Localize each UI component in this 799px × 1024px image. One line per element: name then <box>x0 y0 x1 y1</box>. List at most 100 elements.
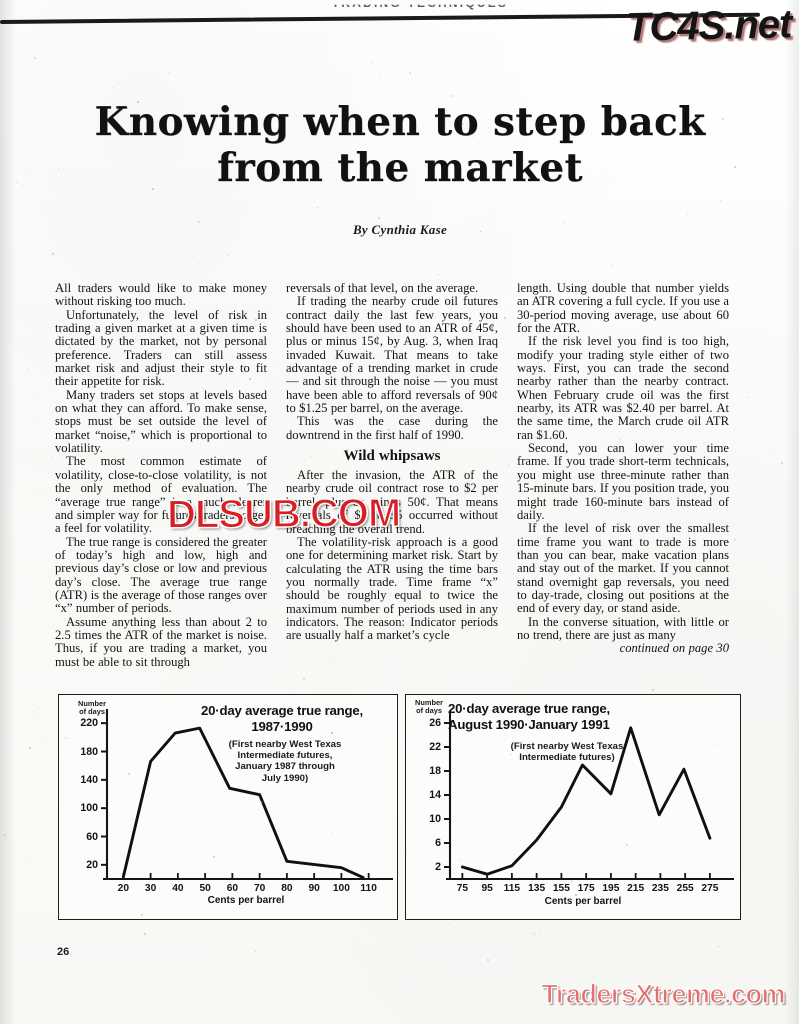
scan-speckle <box>330 162 332 164</box>
scan-speckle <box>22 185 23 186</box>
scan-speckle <box>564 223 566 225</box>
scan-speckle <box>305 769 306 770</box>
scan-speckle <box>137 101 139 103</box>
scan-speckle <box>138 806 140 808</box>
scan-speckle <box>358 704 359 705</box>
scan-speckle <box>296 756 298 758</box>
scan-speckle <box>412 517 413 518</box>
scan-speckle <box>255 951 256 952</box>
scan-speckle <box>643 599 645 601</box>
scan-speckle <box>46 741 47 742</box>
y-axis-tick-label: 20 <box>86 858 98 871</box>
scan-speckle <box>202 387 204 389</box>
scan-speckle <box>372 62 374 64</box>
y-axis-tick-label: 220 <box>80 717 98 730</box>
scan-speckle <box>29 747 31 749</box>
scan-speckle <box>249 378 251 380</box>
article-body: All traders would like to make money wit… <box>55 281 731 692</box>
x-axis-tick-label: 30 <box>144 883 157 894</box>
scan-speckle <box>511 754 513 756</box>
scan-speckle <box>168 72 170 74</box>
paragraph: In the converse situation, with little o… <box>517 614 729 642</box>
scan-speckle <box>156 132 157 133</box>
paragraph: Second, you can lower your time frame. I… <box>517 441 729 522</box>
scan-speckle <box>4 834 6 836</box>
scan-speckle <box>96 642 98 644</box>
scan-speckle <box>94 550 96 552</box>
running-head: TRADING TECHNIQUES <box>0 0 799 30</box>
x-axis-tick-label: 110 <box>360 883 377 894</box>
scan-speckle <box>414 342 415 343</box>
chart-plot <box>444 711 734 881</box>
scan-speckle <box>213 856 215 858</box>
scan-speckle <box>626 844 628 846</box>
figure-right: 2 6 10 14 18 22 26 75 95 115 135 155 175 195 215 235 255… <box>405 694 741 920</box>
scan-speckle <box>772 738 774 740</box>
scan-speckle <box>595 872 597 874</box>
y-axis-tick-label: 140 <box>80 773 98 786</box>
scan-speckle <box>421 683 422 684</box>
scan-speckle <box>340 887 342 889</box>
scan-speckle <box>35 967 37 969</box>
x-axis-tick-label: 115 <box>503 883 521 894</box>
scan-speckle <box>293 315 295 317</box>
figure-left: 20 60 100 140 180 220 20 30 40 50 60 70 80 90 100 110 20… <box>58 694 398 920</box>
scan-speckle <box>462 123 464 125</box>
scan-speckle <box>51 457 53 459</box>
scan-speckle <box>720 200 722 202</box>
y-axis-tick-label: 18 <box>429 765 441 777</box>
scan-speckle <box>58 913 60 915</box>
chart-title: 20·day average true range, 1987·1990 <box>201 703 363 734</box>
x-axis-tick-label: 135 <box>528 883 546 894</box>
scan-speckle <box>226 376 228 378</box>
scan-speckle <box>227 255 229 257</box>
scan-speckle <box>255 319 257 321</box>
scan-speckle <box>508 594 509 595</box>
scan-speckle <box>58 168 59 169</box>
page-title: Knowing when to step back from the marke… <box>94 99 706 191</box>
x-axis-tick-label: 60 <box>226 883 239 894</box>
scan-speckle <box>517 364 519 366</box>
scan-speckle <box>620 439 621 440</box>
scan-speckle <box>317 207 319 209</box>
scan-speckle <box>65 737 67 739</box>
scan-speckle <box>261 801 263 803</box>
scan-speckle <box>228 641 229 642</box>
chart-subtitle: (First nearby West Texas Intermediate fut… <box>510 741 624 764</box>
byline: By Cynthia Kase <box>352 222 448 237</box>
scan-speckle <box>380 74 381 75</box>
scan-edge-shadow-right <box>785 0 799 1024</box>
scan-speckle <box>447 388 449 390</box>
paragraph: The volatility-risk approach is a good o… <box>286 534 498 643</box>
scan-speckle <box>68 347 70 349</box>
x-axis-tick-label: 100 <box>332 883 350 894</box>
figures-band: 20 60 100 140 180 220 20 30 40 50 60 70 80 90 100 110 20… <box>58 694 741 926</box>
scan-speckle <box>383 458 384 459</box>
x-axis-tick-label: 90 <box>308 883 320 894</box>
scan-speckle <box>722 118 724 120</box>
y-axis-title: Number of days <box>415 698 443 716</box>
scan-speckle <box>649 987 651 989</box>
paragraph: reversals of that level, on the average. <box>286 281 479 295</box>
scan-speckle <box>108 879 109 880</box>
scan-speckle <box>405 854 407 856</box>
scan-speckle <box>460 859 462 861</box>
scan-speckle <box>16 181 18 183</box>
scan-speckle <box>331 732 333 734</box>
x-axis-tick-label: 275 <box>701 883 719 894</box>
scan-speckle <box>575 894 577 896</box>
watermark-tradersxtreme: TradersXtreme.com <box>541 978 786 1009</box>
scan-speckle <box>748 397 750 399</box>
scan-speckle <box>571 880 573 882</box>
paragraph: Unfortunately, the level of risk in trad… <box>55 307 267 389</box>
scan-speckle <box>260 936 261 937</box>
y-axis-tick-label: 60 <box>86 830 98 843</box>
scan-speckle <box>547 391 548 392</box>
scan-speckle <box>303 678 305 680</box>
scan-speckle <box>718 946 719 947</box>
x-axis-title: Cents per barrel <box>207 895 285 906</box>
scan-speckle <box>700 673 701 674</box>
x-axis-tick-label: 195 <box>602 883 620 894</box>
scan-speckle <box>450 95 453 98</box>
scan-edge-shadow-left <box>0 0 16 1024</box>
